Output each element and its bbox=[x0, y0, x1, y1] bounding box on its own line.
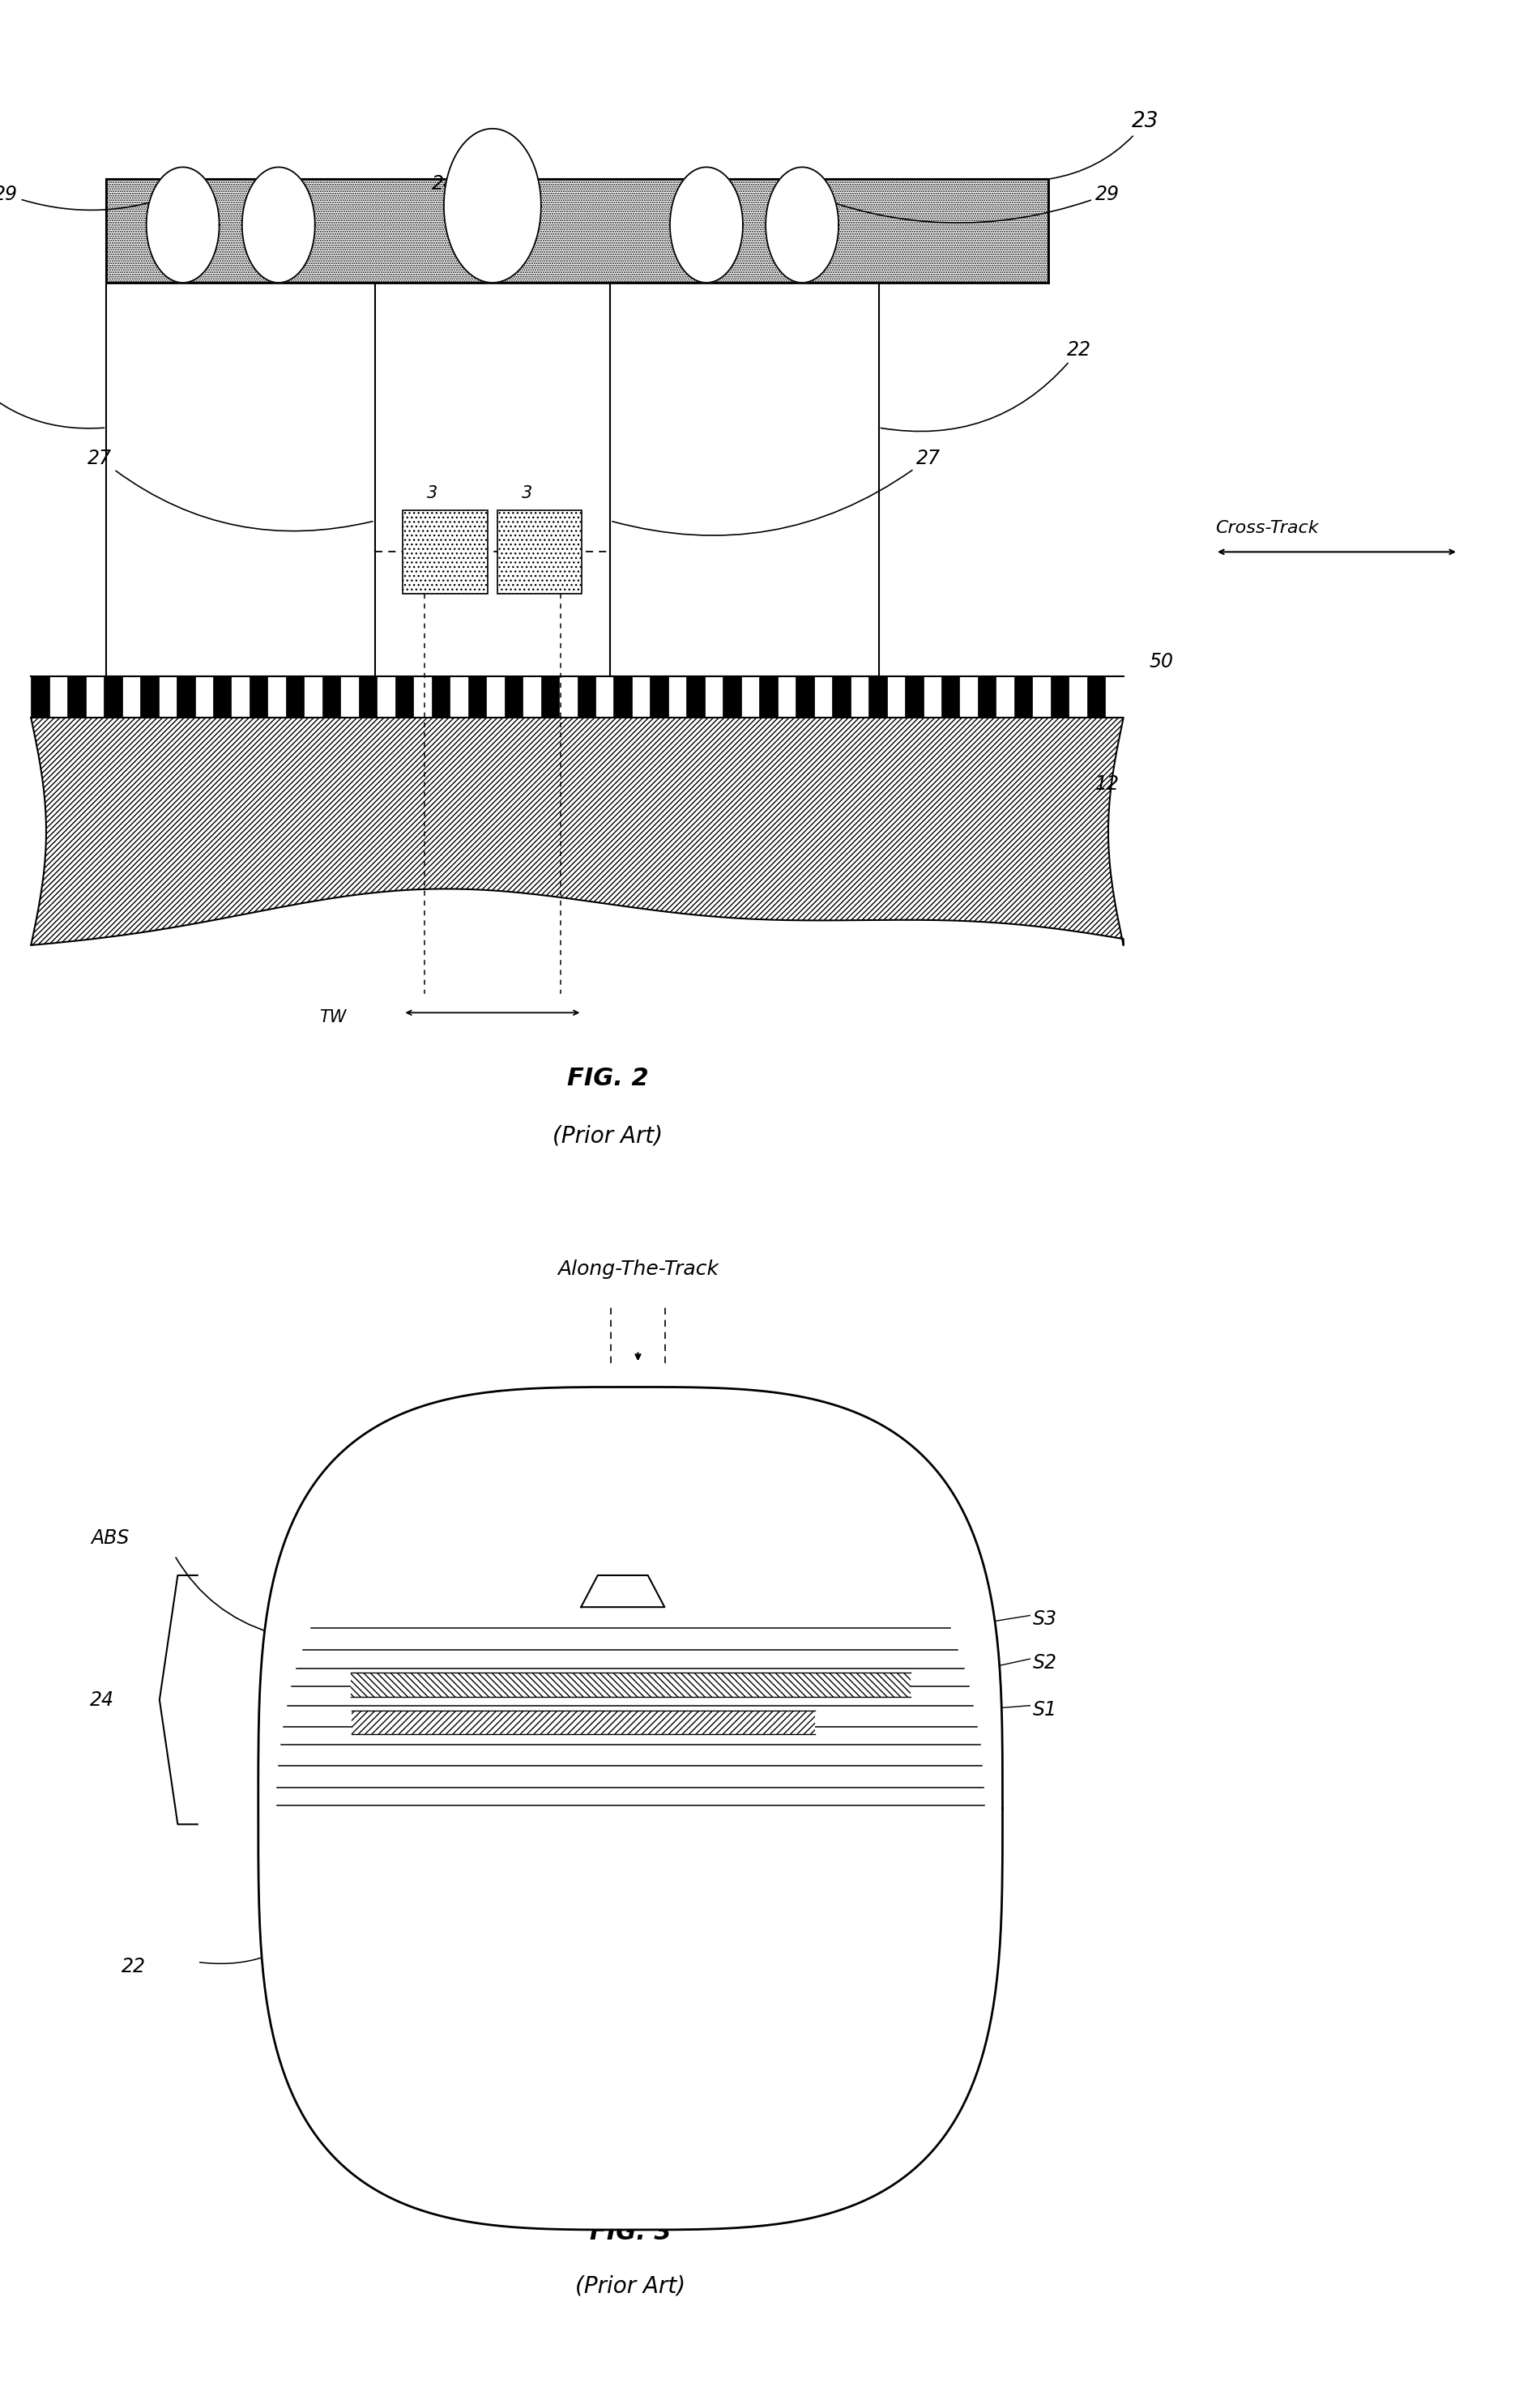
Bar bbox=[650, 677, 668, 718]
Text: TW: TW bbox=[474, 2068, 503, 2083]
Bar bbox=[67, 677, 85, 718]
Text: S2: S2 bbox=[1033, 1654, 1057, 1674]
Bar bbox=[497, 510, 582, 592]
Bar bbox=[942, 677, 960, 718]
Bar bbox=[497, 510, 582, 592]
Polygon shape bbox=[670, 166, 743, 282]
Text: 27: 27 bbox=[612, 448, 940, 535]
Bar bbox=[106, 178, 1048, 282]
Text: TW: TW bbox=[319, 1009, 346, 1026]
Text: 100: 100 bbox=[661, 1912, 697, 1931]
Text: 3: 3 bbox=[521, 486, 532, 501]
Text: ABS: ABS bbox=[91, 1529, 129, 1548]
Bar bbox=[869, 677, 887, 718]
Bar bbox=[403, 510, 488, 592]
Text: 200: 200 bbox=[488, 1406, 526, 1426]
Bar bbox=[176, 677, 194, 718]
Bar bbox=[577, 677, 595, 718]
Polygon shape bbox=[30, 718, 1124, 946]
Bar bbox=[687, 677, 705, 718]
Text: (Prior Art): (Prior Art) bbox=[553, 1125, 662, 1146]
Text: 24: 24 bbox=[90, 1690, 114, 1710]
Bar bbox=[832, 677, 851, 718]
Text: 22: 22 bbox=[122, 1958, 146, 1977]
Bar bbox=[213, 677, 231, 718]
Bar bbox=[351, 1674, 910, 1698]
Bar bbox=[1015, 677, 1033, 718]
Bar bbox=[322, 677, 340, 718]
Text: 23: 23 bbox=[1050, 111, 1159, 178]
Polygon shape bbox=[146, 166, 219, 282]
Bar bbox=[30, 677, 49, 718]
Text: 25: 25 bbox=[0, 340, 105, 429]
Text: Cross-Track: Cross-Track bbox=[1215, 520, 1318, 537]
Text: 29: 29 bbox=[0, 185, 185, 209]
Bar bbox=[1051, 677, 1069, 718]
Bar bbox=[611, 282, 878, 677]
Bar bbox=[358, 677, 377, 718]
Bar bbox=[905, 677, 924, 718]
Text: 29: 29 bbox=[799, 185, 1120, 224]
Text: 22: 22 bbox=[881, 340, 1091, 431]
Text: 3: 3 bbox=[427, 486, 437, 501]
Bar bbox=[978, 677, 996, 718]
Text: 25: 25 bbox=[389, 1893, 413, 1912]
Polygon shape bbox=[258, 1387, 1003, 2230]
Text: 27: 27 bbox=[88, 448, 372, 532]
Bar bbox=[286, 677, 304, 718]
Bar bbox=[103, 677, 122, 718]
Text: (Prior Art): (Prior Art) bbox=[576, 2276, 685, 2297]
Bar bbox=[395, 677, 413, 718]
Text: S3: S3 bbox=[1033, 1609, 1057, 1630]
Text: FIG. 3: FIG. 3 bbox=[589, 2220, 671, 2244]
Bar bbox=[614, 677, 632, 718]
Bar bbox=[431, 677, 450, 718]
Text: 50: 50 bbox=[1148, 653, 1173, 672]
Text: 24: 24 bbox=[431, 173, 491, 219]
Text: FIG. 2: FIG. 2 bbox=[567, 1067, 649, 1091]
Bar bbox=[468, 677, 486, 718]
Text: Cross-Track: Cross-Track bbox=[576, 2109, 685, 2129]
Bar bbox=[504, 677, 523, 718]
Bar bbox=[140, 677, 158, 718]
Bar bbox=[796, 677, 814, 718]
Text: 12: 12 bbox=[1095, 775, 1120, 795]
Polygon shape bbox=[580, 1575, 665, 1606]
Bar bbox=[249, 677, 267, 718]
Bar bbox=[351, 1712, 816, 1734]
Polygon shape bbox=[766, 166, 838, 282]
Text: WP: WP bbox=[729, 1512, 760, 1531]
Bar bbox=[760, 677, 778, 718]
Text: S1: S1 bbox=[1033, 1700, 1057, 1719]
Bar bbox=[106, 282, 375, 677]
Bar bbox=[106, 178, 1048, 282]
Bar bbox=[1088, 677, 1106, 718]
Bar bbox=[541, 677, 559, 718]
Polygon shape bbox=[444, 128, 541, 282]
Polygon shape bbox=[242, 166, 314, 282]
Text: Along-The-Track: Along-The-Track bbox=[557, 1259, 718, 1279]
Bar bbox=[403, 510, 488, 592]
Bar bbox=[723, 677, 741, 718]
